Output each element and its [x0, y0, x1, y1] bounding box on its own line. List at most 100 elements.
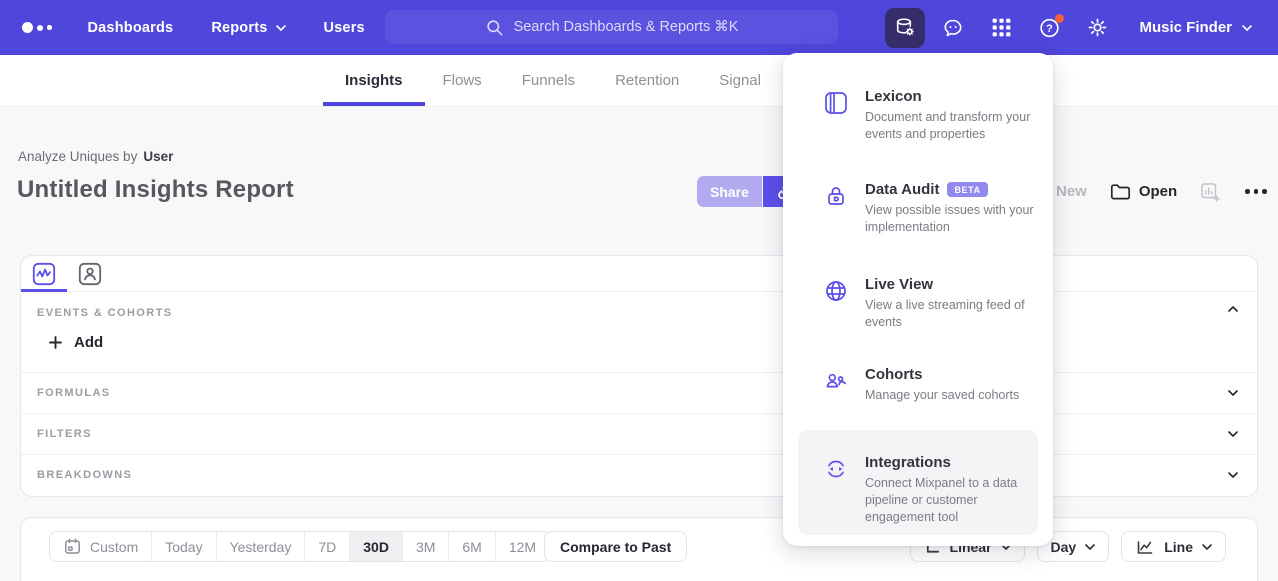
menu-item-data-audit[interactable]: Data Audit BETA View possible issues with…	[798, 169, 1038, 248]
menu-item-description: Document and transform your events and p…	[865, 110, 1031, 141]
menu-item-title: Live View	[865, 276, 934, 293]
chevron-down-icon	[1085, 543, 1096, 550]
search-placeholder: Search Dashboards & Reports ⌘K	[513, 19, 739, 35]
apps-grid-button[interactable]	[981, 8, 1021, 48]
apps-grid-icon	[992, 18, 1011, 37]
events-cohorts-section: EVENTS & COHORTS Add	[21, 292, 1257, 372]
settings-button[interactable]	[1077, 8, 1117, 48]
nav-link-dashboards[interactable]: Dashboards	[88, 20, 174, 36]
tab-funnels[interactable]: Funnels	[521, 72, 576, 89]
help-button[interactable]: ?	[1029, 8, 1069, 48]
navbar-right: ? Music Finder	[885, 7, 1252, 48]
new-button[interactable]: New	[1056, 183, 1087, 200]
chart-type-dropdown[interactable]: Line	[1121, 531, 1226, 562]
range-7d[interactable]: 7D	[305, 532, 351, 561]
user-square-icon	[78, 262, 102, 285]
breakdowns-section[interactable]: BREAKDOWNS	[21, 454, 1257, 495]
date-range-control: Custom Today Yesterday 7D 30D 3M 6M 12M	[49, 531, 551, 562]
chevron-down-icon[interactable]	[1228, 431, 1238, 437]
add-to-dashboard-button[interactable]	[1199, 181, 1221, 203]
chevron-down-icon	[1242, 24, 1252, 31]
cohorts-people-icon	[826, 373, 846, 388]
data-management-menu: Lexicon Document and transform your even…	[783, 53, 1053, 546]
open-button[interactable]: Open	[1109, 181, 1177, 202]
range-custom[interactable]: Custom	[50, 532, 153, 561]
menu-item-description: Connect Mixpanel to a data pipeline or c…	[865, 476, 1018, 524]
chevron-up-icon[interactable]	[1228, 306, 1238, 312]
project-switcher[interactable]: Music Finder	[1139, 19, 1252, 36]
chart-toolbar-panel: Custom Today Yesterday 7D 30D 3M 6M 12M …	[20, 517, 1258, 581]
search-icon	[486, 19, 502, 35]
chevron-down-icon	[275, 24, 286, 31]
range-label: Custom	[90, 538, 139, 555]
nav-link-label: Reports	[211, 19, 268, 36]
report-tabbar: Insights Flows Funnels Retention Signal …	[0, 55, 1278, 107]
range-label: 6M	[462, 538, 482, 555]
live-view-globe-icon	[826, 281, 846, 301]
tab-events-view[interactable]	[21, 256, 67, 292]
settings-gear-icon	[1088, 18, 1107, 37]
add-event-button[interactable]: Add	[47, 334, 103, 351]
section-label: FILTERS	[37, 428, 92, 440]
more-options-button[interactable]	[1243, 183, 1269, 200]
range-yesterday[interactable]: Yesterday	[217, 532, 306, 561]
chevron-down-icon	[1202, 543, 1212, 550]
feedback-bubble-icon	[944, 19, 962, 36]
menu-item-text: Lexicon Document and transform your even…	[865, 88, 1043, 143]
feedback-button[interactable]	[933, 8, 973, 48]
add-label: Add	[74, 334, 104, 351]
range-6m[interactable]: 6M	[449, 532, 496, 561]
plus-icon	[49, 336, 62, 349]
integrations-sync-icon	[828, 460, 844, 478]
menu-item-lexicon[interactable]: Lexicon Document and transform your even…	[798, 76, 1038, 155]
range-3m[interactable]: 3M	[403, 532, 450, 561]
page-title[interactable]: Untitled Insights Report	[17, 176, 294, 203]
chart-type-label: Line	[1164, 538, 1193, 555]
menu-item-description: Manage your saved cohorts	[865, 388, 1020, 402]
interval-label: Day	[1050, 538, 1077, 555]
calendar-icon	[65, 538, 80, 554]
range-12m[interactable]: 12M	[496, 532, 549, 561]
menu-item-title: Lexicon	[865, 88, 922, 105]
menu-item-title: Data Audit	[865, 181, 940, 198]
query-builder-panel: EVENTS & COHORTS Add FORMULAS FILTERS BR…	[20, 255, 1258, 497]
formulas-section[interactable]: FORMULAS	[21, 372, 1257, 413]
section-label: FORMULAS	[37, 387, 111, 399]
tab-profiles-view[interactable]	[67, 256, 113, 291]
menu-item-integrations[interactable]: Integrations Connect Mixpanel to a data …	[798, 430, 1038, 535]
report-tabs: Insights Flows Funnels Retention Signal …	[323, 55, 846, 106]
nav-link-users[interactable]: Users	[324, 20, 365, 36]
range-label: 3M	[415, 538, 436, 555]
tab-insights[interactable]: Insights	[323, 55, 424, 106]
menu-item-cohorts[interactable]: Cohorts Manage your saved cohorts	[798, 354, 1038, 416]
query-view-tabs	[21, 256, 1257, 292]
nav-link-reports[interactable]: Reports	[211, 19, 286, 36]
ellipsis-icon	[1253, 189, 1259, 194]
filters-section[interactable]: FILTERS	[21, 413, 1257, 454]
share-button[interactable]: Share	[697, 176, 762, 207]
logo-dot	[22, 22, 33, 33]
menu-item-text: Integrations Connect Mixpanel to a data …	[865, 454, 1043, 524]
range-label: 30D	[363, 538, 389, 555]
tab-signal[interactable]: Signal	[719, 72, 761, 89]
range-30d[interactable]: 30D	[350, 532, 403, 561]
analyze-prefix: Analyze Uniques by	[18, 149, 138, 164]
chevron-down-icon[interactable]	[1228, 472, 1238, 478]
range-label: Today	[165, 538, 203, 555]
lexicon-book-icon	[825, 92, 847, 114]
mixpanel-logo[interactable]	[22, 22, 52, 33]
range-today[interactable]: Today	[152, 532, 217, 561]
logo-dot	[47, 25, 52, 30]
menu-item-title: Integrations	[865, 454, 951, 471]
menu-item-live-view[interactable]: Live View View a live streaming feed of …	[798, 264, 1038, 343]
search-input[interactable]: Search Dashboards & Reports ⌘K	[385, 10, 838, 44]
svg-text:?: ?	[1046, 23, 1053, 35]
data-management-button[interactable]	[885, 7, 926, 48]
tab-retention[interactable]: Retention	[615, 72, 680, 89]
logo-dot	[37, 24, 43, 31]
chevron-down-icon[interactable]	[1228, 390, 1238, 396]
tab-flows[interactable]: Flows	[442, 72, 482, 89]
analyze-value[interactable]: User	[143, 149, 174, 164]
range-label: 12M	[508, 538, 537, 555]
compare-to-past-button[interactable]: Compare to Past	[544, 531, 688, 562]
